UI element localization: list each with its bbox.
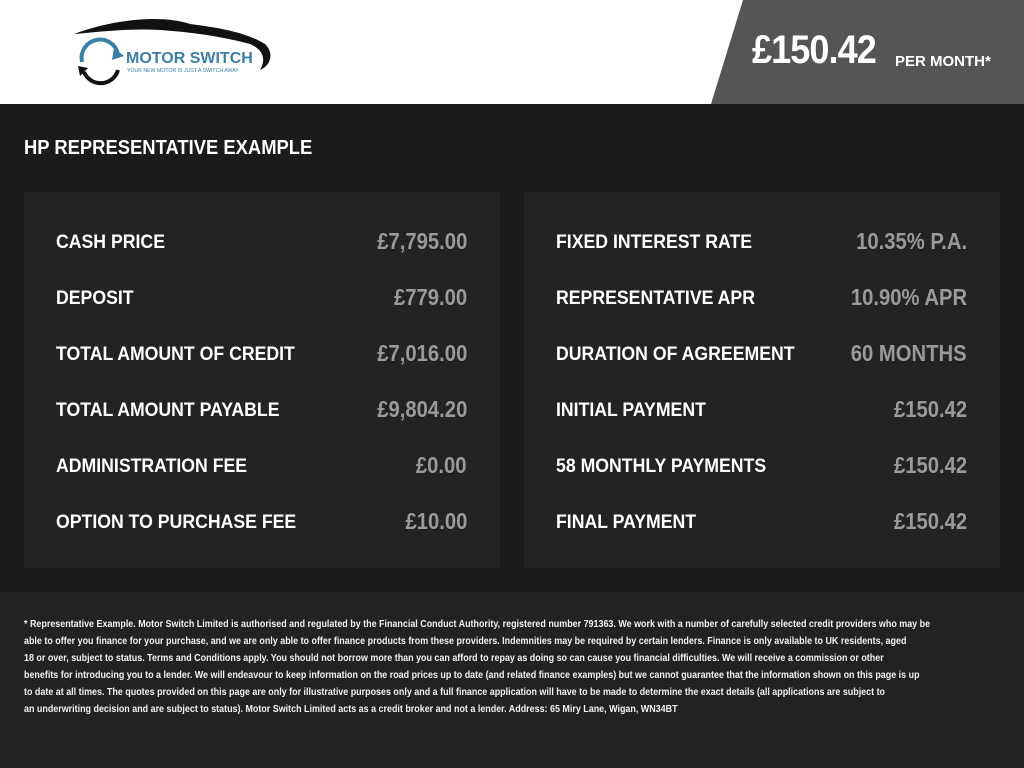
right-finance-panel: FIXED INTEREST RATE 10.35% P.A. REPRESENTA… [524,192,1000,568]
finance-label: CASH PRICE [56,232,165,253]
finance-row: ADMINISTRATION FEE £0.00 [24,448,500,504]
finance-label: 58 MONTHLY PAYMENTS [556,456,767,477]
finance-row: REPRESENTATIVE APR 10.90% APR [524,280,1000,336]
finance-row: FIXED INTEREST RATE 10.35% P.A. [524,224,1000,280]
finance-label: INITIAL PAYMENT [556,400,706,421]
finance-value: £779.00 [393,284,467,310]
disclaimer: * Representative Example. Motor Switch L… [0,592,1024,768]
finance-row: DEPOSIT £779.00 [24,280,500,336]
disclaimer-line: benefits for introducing you to a lender… [24,670,920,681]
finance-label: ADMINISTRATION FEE [56,456,248,477]
logo-tagline: YOUR NEW MOTOR IS JUST A SWITCH AWAY [127,68,239,74]
finance-row: INITIAL PAYMENT £150.42 [524,392,1000,448]
finance-label: FIXED INTEREST RATE [556,232,753,253]
finance-value: £150.42 [893,452,967,478]
disclaimer-line: to date at all times. The quotes provide… [24,687,886,698]
finance-value: £10.00 [405,508,467,534]
finance-row: 58 MONTHLY PAYMENTS £150.42 [524,448,1000,504]
finance-row: FINAL PAYMENT £150.42 [524,504,1000,560]
finance-label: REPRESENTATIVE APR [556,288,755,309]
finance-row: TOTAL AMOUNT PAYABLE £9,804.20 [24,392,500,448]
price-box [711,0,1024,104]
finance-label: TOTAL AMOUNT OF CREDIT [56,344,295,365]
finance-value: £7,016.00 [376,340,467,366]
finance-value: 10.35% P.A. [855,228,967,254]
finance-label: DURATION OF AGREEMENT [556,344,795,365]
per-month-label: PER MONTH* [895,53,991,70]
disclaimer-line: able to offer you finance for your purch… [24,636,907,647]
motor-switch-logo[interactable]: MOTOR SWITCH YOUR NEW MOTOR IS JUST A SW… [70,14,280,86]
left-finance-panel: CASH PRICE £7,795.00 DEPOSIT £779.00 TOTAL A… [24,192,500,568]
finance-value: 60 MONTHS [851,340,967,366]
finance-row: CASH PRICE £7,795.00 [24,224,500,280]
finance-label: TOTAL AMOUNT PAYABLE [56,400,280,421]
finance-label: FINAL PAYMENT [556,512,697,533]
finance-row: OPTION TO PURCHASE FEE £10.00 [24,504,500,560]
logo-text: MOTOR SWITCH [126,50,253,67]
disclaimer-line: an underwriting decision and are subject… [24,704,678,715]
finance-value: £7,795.00 [376,228,467,254]
disclaimer-line: * Representative Example. Motor Switch L… [24,619,931,630]
finance-value: £9,804.20 [376,396,467,422]
disclaimer-line: 18 or over, subject to status. Terms and… [24,653,884,664]
finance-value: £0.00 [416,452,467,478]
monthly-price: £150.42 [752,28,877,72]
finance-row: TOTAL AMOUNT OF CREDIT £7,016.00 [24,336,500,392]
finance-row: DURATION OF AGREEMENT 60 MONTHS [524,336,1000,392]
finance-label: DEPOSIT [56,288,134,309]
section-title: HP REPRESENTATIVE EXAMPLE [24,137,313,159]
finance-value: £150.42 [893,396,967,422]
finance-value: 10.90% APR [850,284,967,310]
finance-label: OPTION TO PURCHASE FEE [56,512,297,533]
finance-value: £150.42 [893,508,967,534]
